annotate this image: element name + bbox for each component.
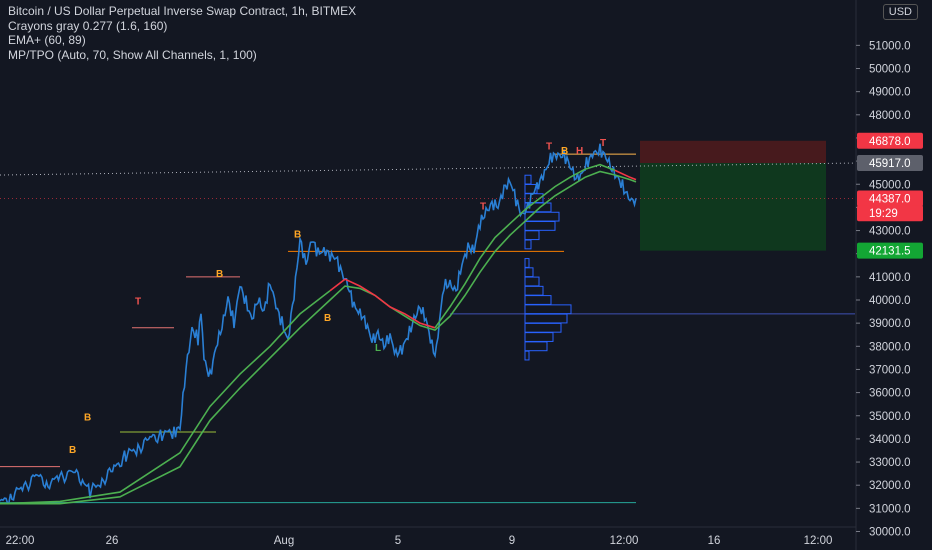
x-tick-label: 16 xyxy=(708,535,721,547)
volume-profile-bar xyxy=(524,350,530,361)
volume-profile-bar xyxy=(524,267,534,278)
price-tag[interactable] xyxy=(857,242,923,259)
y-tick-label: 34000.0 xyxy=(869,434,911,446)
take-profit-zone[interactable] xyxy=(640,163,826,251)
currency-label[interactable]: USD xyxy=(882,4,918,20)
y-tick-label: 33000.0 xyxy=(869,457,911,469)
indicator-ema[interactable]: EMA+ (60, 89) xyxy=(8,33,86,47)
y-tick-label: 36000.0 xyxy=(869,388,911,400)
y-tick-label: 48000.0 xyxy=(869,110,911,122)
y-tick-label: 38000.0 xyxy=(869,341,911,353)
price-tag-label: 42131.5 xyxy=(869,246,911,258)
y-tick-label: 37000.0 xyxy=(869,364,911,376)
price-tag[interactable] xyxy=(857,190,923,207)
volume-profile-bar xyxy=(524,332,554,342)
volume-profile-bar xyxy=(524,239,532,250)
signal-label: B xyxy=(324,313,331,324)
symbol-title[interactable]: Bitcoin / US Dollar Perpetual Inverse Sw… xyxy=(8,4,357,18)
signal-label: B xyxy=(84,412,91,423)
signal-label: B xyxy=(294,229,301,240)
x-tick-label: 12:00 xyxy=(804,535,833,547)
volume-profile-bar xyxy=(524,295,552,305)
signal-label: H xyxy=(576,146,583,157)
signal-label: T xyxy=(135,297,141,308)
stop-loss-zone[interactable] xyxy=(640,140,826,164)
y-tick-label: 51000.0 xyxy=(869,40,911,52)
indicator-crayons[interactable]: Crayons gray 0.277 (1.6, 160) xyxy=(8,18,168,33)
price-tag-label: 46878.0 xyxy=(869,136,911,148)
volume-profile-bar xyxy=(524,304,572,315)
y-tick-label: 35000.0 xyxy=(869,411,911,423)
x-tick-label: 5 xyxy=(395,535,401,547)
x-tick-label: Aug xyxy=(274,535,294,547)
y-tick-label: 40000.0 xyxy=(869,295,911,307)
price-tag[interactable] xyxy=(857,132,923,149)
y-tick-label: 41000.0 xyxy=(869,272,911,284)
x-tick-label: 22:00 xyxy=(6,535,35,547)
y-tick-label: 31000.0 xyxy=(869,503,911,515)
volume-profile-bar xyxy=(524,285,544,296)
volume-profile-bar xyxy=(524,276,540,287)
ema-fast-line-red xyxy=(329,278,436,329)
volume-profile-bar xyxy=(524,230,540,241)
ema-fast-line-red xyxy=(614,169,637,181)
price-tag[interactable] xyxy=(857,155,923,172)
price-axis-bg xyxy=(856,0,932,550)
signal-label: T xyxy=(480,202,486,213)
y-tick-label: 32000.0 xyxy=(869,480,911,492)
y-tick-label: 39000.0 xyxy=(869,318,911,330)
price-tag[interactable] xyxy=(857,205,923,222)
volume-profile-bar xyxy=(524,322,562,333)
price-candles[interactable] xyxy=(0,143,637,505)
x-tick-label: 26 xyxy=(106,535,119,547)
price-tag-label: 45917.0 xyxy=(869,158,911,170)
signal-label: B xyxy=(561,146,568,157)
y-tick-label: 50000.0 xyxy=(869,64,911,76)
y-tick-label: 49000.0 xyxy=(869,87,911,99)
signal-label: T xyxy=(546,142,552,153)
volume-profile-bar xyxy=(524,341,548,352)
volume-profile-bar xyxy=(524,174,532,185)
signal-label: B xyxy=(216,269,223,280)
price-tag-label: 44387.0 xyxy=(869,193,911,205)
y-tick-label: 43000.0 xyxy=(869,226,911,238)
signal-label: B xyxy=(69,445,76,456)
time-axis-bg xyxy=(0,527,856,550)
ema-fast-line xyxy=(434,163,616,329)
entry-dotted-line xyxy=(0,162,857,176)
signal-label: T xyxy=(600,138,606,149)
y-tick-label: 45000.0 xyxy=(869,179,911,191)
signal-label: L xyxy=(375,343,381,354)
volume-profile-bar xyxy=(524,313,568,324)
price-tag-label: 19:29 xyxy=(869,208,898,220)
y-tick-label: 30000.0 xyxy=(869,527,911,539)
chart-legend: Bitcoin / US Dollar Perpetual Inverse Sw… xyxy=(8,4,356,62)
ema-fast-line xyxy=(0,290,331,505)
x-tick-label: 9 xyxy=(509,535,515,547)
ema-slow-line xyxy=(0,170,637,505)
x-tick-label: 12:00 xyxy=(610,535,639,547)
volume-profile-bar xyxy=(524,258,530,268)
indicator-mptpo[interactable]: MP/TPO (Auto, 70, Show All Channels, 1, … xyxy=(8,47,257,62)
volume-profile-bar xyxy=(524,221,556,231)
